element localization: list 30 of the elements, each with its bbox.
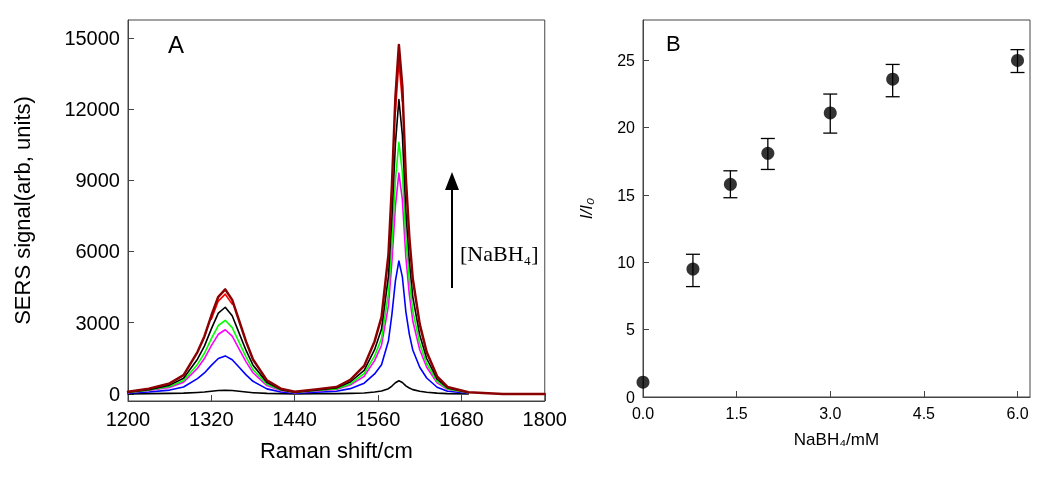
- x-tick-label: 1560: [355, 408, 401, 430]
- y-axis-title: I/I₀: [577, 197, 596, 220]
- y-tick-label: 0: [108, 382, 120, 405]
- y-tick-label: 20: [617, 119, 636, 137]
- x-tick-label: 1200: [105, 408, 151, 430]
- y-tick-label: 12000: [64, 98, 120, 121]
- annotation: [NaBH₄]: [460, 240, 539, 266]
- y-tick-label: 6000: [75, 240, 120, 263]
- y-tick-label: 10: [617, 253, 636, 271]
- y-axis-title: SERS signal(arb, units): [9, 96, 35, 325]
- annotation: B: [666, 30, 681, 56]
- x-tick-label: 1.5: [725, 404, 748, 422]
- y-tick-label: 5: [626, 321, 636, 339]
- x-axis-title: Raman shift/cm: [259, 437, 413, 463]
- x-tick-label: 6.0: [1006, 404, 1029, 422]
- y-tick-label: 15: [617, 186, 636, 204]
- x-tick-label: 1440: [272, 408, 317, 430]
- x-tick-label: 0.0: [631, 404, 655, 422]
- x-tick-label: 1320: [189, 408, 234, 430]
- y-tick-label: 15000: [64, 26, 120, 49]
- y-tick-label: 9000: [75, 169, 120, 192]
- annotation: A: [168, 30, 185, 58]
- x-tick-label: 4.5: [912, 404, 936, 422]
- y-tick-label: 0: [626, 388, 636, 406]
- x-tick-label: 1800: [522, 408, 567, 430]
- x-tick-label: 3.0: [819, 404, 842, 422]
- x-axis-title: NaBH₄/mM: [793, 430, 880, 449]
- y-tick-label: 25: [617, 51, 636, 69]
- x-tick-label: 1680: [439, 408, 484, 430]
- y-tick-label: 3000: [75, 311, 120, 334]
